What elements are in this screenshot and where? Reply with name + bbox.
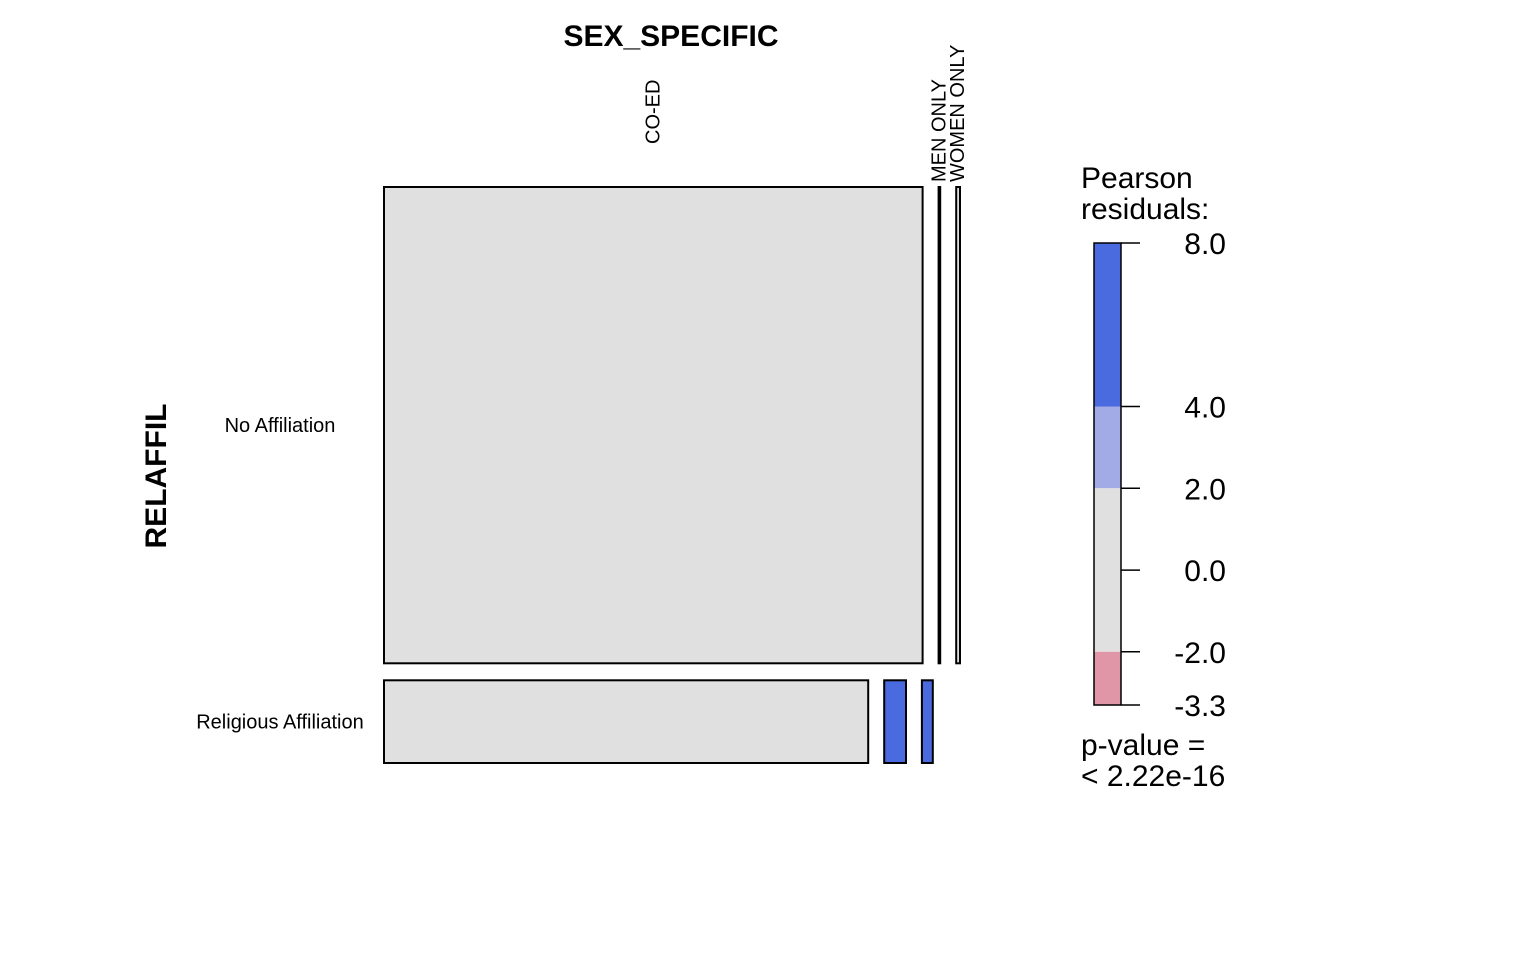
legend-tick-label: -2.0: [1174, 637, 1226, 670]
p-value-value: < 2.22e-16: [1081, 760, 1225, 793]
tile-no-affiliation-men-only: [937, 186, 942, 665]
tile-religious-affiliation-men-only: [883, 679, 908, 764]
legend-band: [1094, 406, 1121, 489]
row-label-no-affiliation: No Affiliation: [225, 415, 336, 437]
legend-ticks: 8.0 4.0 2.0 0.0 -2.0 -3.3: [1121, 228, 1226, 723]
legend-title-line2: residuals:: [1081, 193, 1209, 226]
legend-color-bar: [1093, 242, 1122, 706]
legend-title-line1: Pearson: [1081, 162, 1193, 195]
legend-band: [1094, 488, 1121, 652]
legend-band: [1094, 243, 1121, 407]
row-variable-title: RELAFFIL: [140, 404, 173, 549]
legend-tick-label: -3.3: [1174, 690, 1226, 723]
row-label-religious-affiliation: Religious Affiliation: [196, 712, 364, 734]
legend-band: [1094, 651, 1121, 705]
column-variable-title: SEX_SPECIFIC: [563, 20, 778, 53]
legend-tick-label: 2.0: [1184, 473, 1226, 506]
column-label-women-only: WOMEN ONLY: [947, 45, 969, 182]
tile-religious-affiliation-co-ed: [383, 679, 870, 764]
tile-no-affiliation-co-ed: [383, 186, 924, 665]
legend-tick-label: 4.0: [1184, 392, 1226, 425]
row-labels: No Affiliation Religious Affiliation: [196, 415, 364, 733]
legend-tick-label: 8.0: [1184, 228, 1226, 261]
tile-religious-affiliation-women-only: [920, 679, 934, 764]
residual-legend: Pearson residuals: 8.04.02.00.0-2.0-3.3 …: [1081, 162, 1226, 793]
mosaic-tiles: [383, 186, 962, 764]
legend-tick-label: 0.0: [1184, 555, 1226, 588]
legend-frame: [1093, 242, 1122, 706]
column-label-co-ed: CO-ED: [642, 80, 664, 144]
p-value-label: p-value =: [1081, 729, 1205, 762]
column-label-men-only: MEN ONLY: [928, 79, 950, 182]
tile-no-affiliation-women-only: [955, 186, 962, 665]
